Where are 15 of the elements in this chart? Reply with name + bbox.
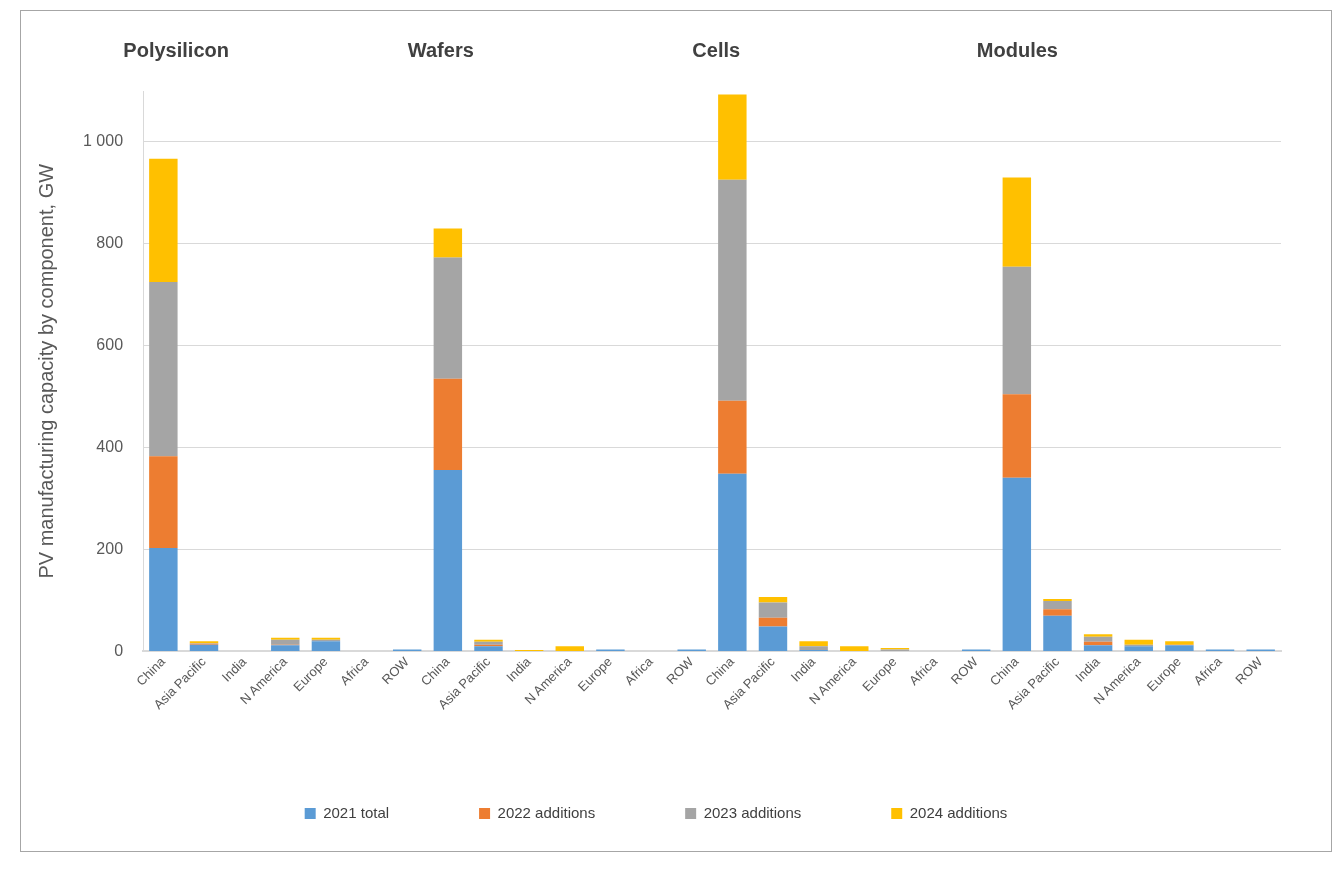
text: Cells [692,38,741,61]
text: Wafers [407,38,474,61]
y-axis-title: PV manufacturing capacity by component, GW [34,163,57,579]
y-tick-label: 1 000 [82,132,124,150]
y-tick-label: 800 [96,234,124,252]
y-tick-label: 200 [96,539,124,557]
text: Modules [976,38,1058,61]
y-tick-label: 600 [96,336,124,354]
legend-label: 2023 additions [703,803,802,821]
legend-label: 2024 additions [909,803,1008,821]
y-tick-label: 400 [96,438,124,456]
legend-label: 2022 additions [497,803,596,821]
y-tick-label: 0 [114,641,124,659]
legend-label: 2021 total [323,803,390,821]
text: Polysilicon [123,38,229,61]
